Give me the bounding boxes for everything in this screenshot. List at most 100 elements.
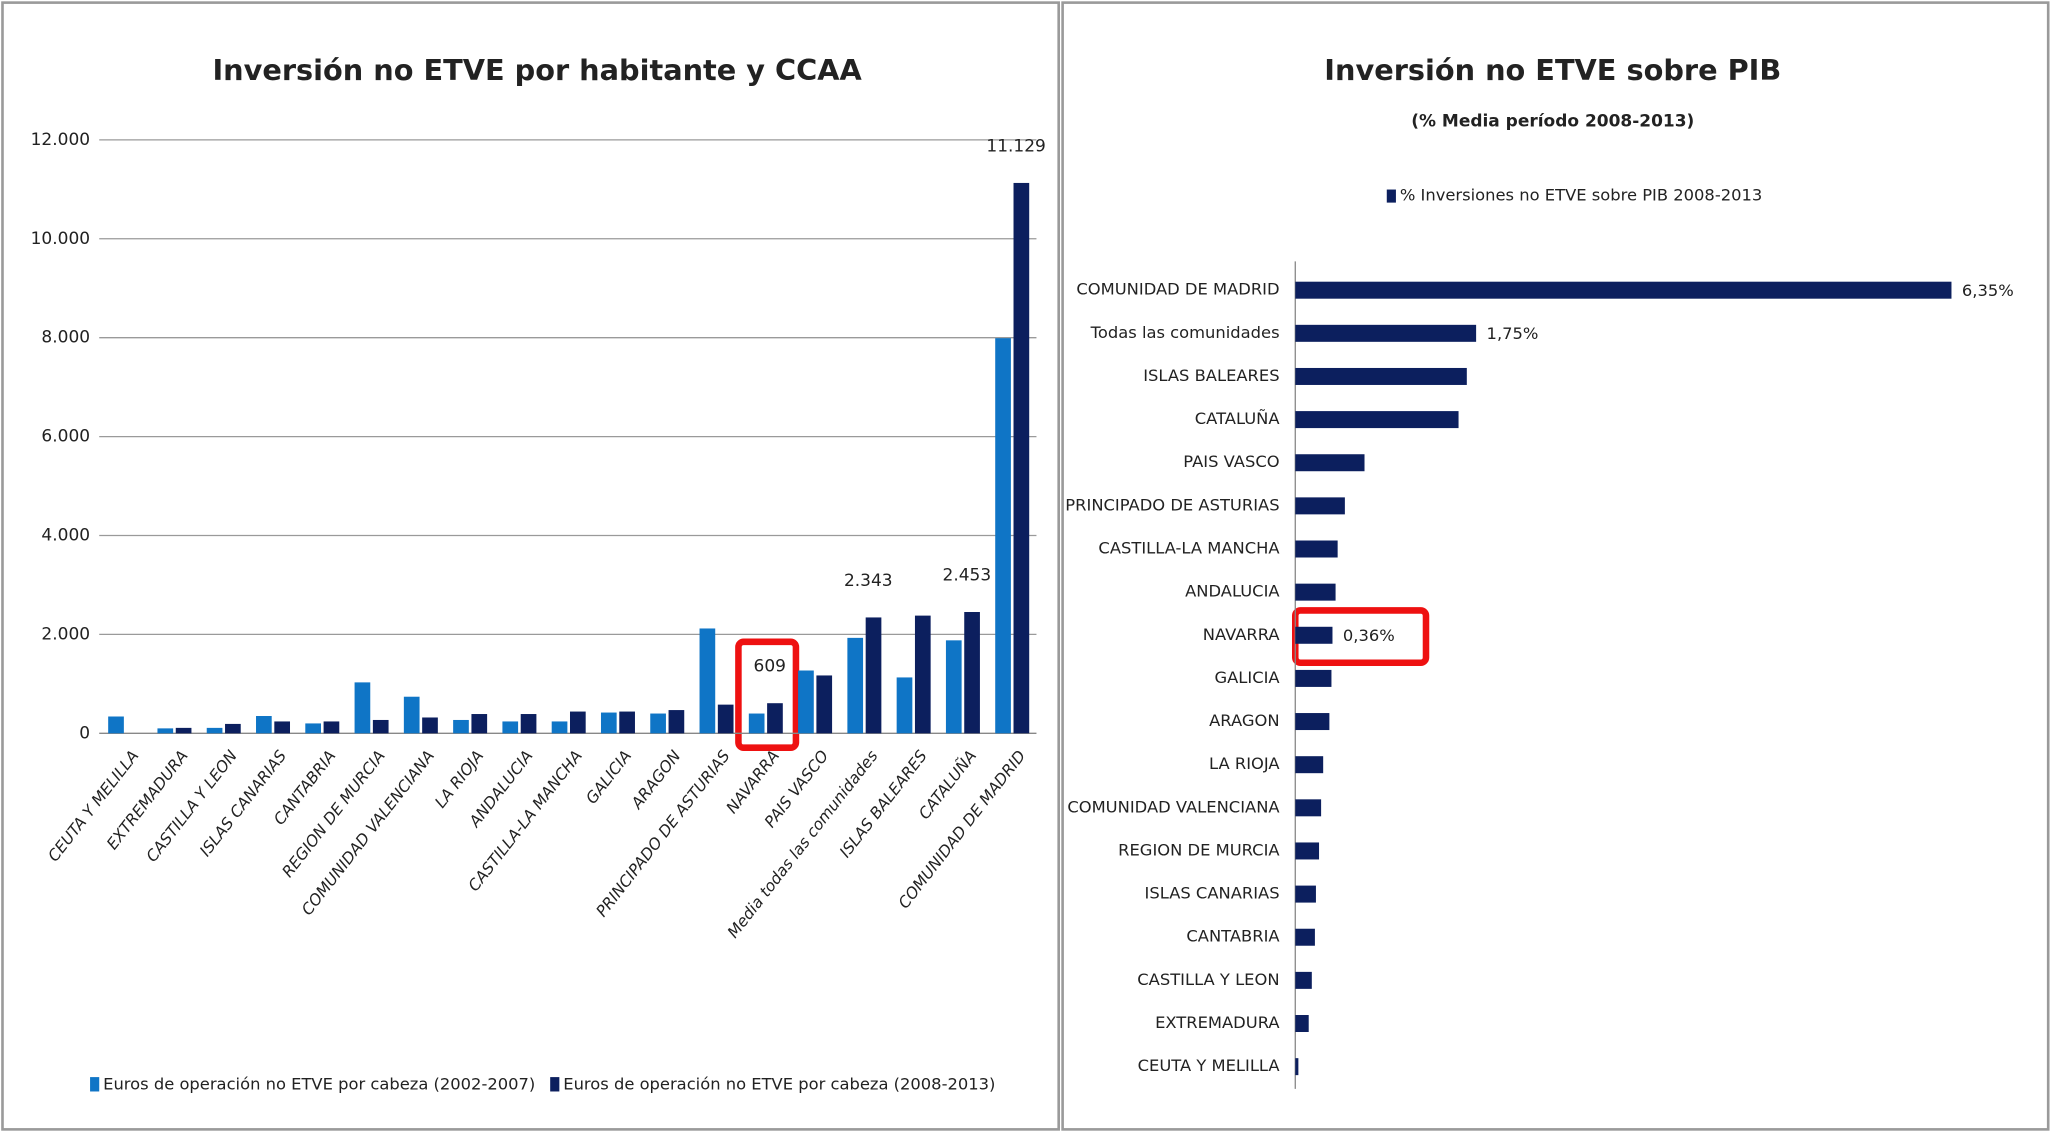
y-tick-label: LA RIOJA bbox=[1209, 754, 1280, 773]
y-tick-label: ISLAS CANARIAS bbox=[1145, 884, 1280, 903]
bar bbox=[798, 670, 814, 734]
bar bbox=[1295, 1015, 1309, 1033]
bar bbox=[323, 721, 340, 734]
bar bbox=[1295, 497, 1345, 515]
chart-title: Inversión no ETVE por habitante y CCAA bbox=[212, 53, 862, 87]
y-tick-label: GALICIA bbox=[1214, 668, 1280, 687]
y-tick-label: ANDALUCIA bbox=[1185, 582, 1280, 601]
legend-swatch bbox=[550, 1077, 560, 1092]
bar bbox=[600, 712, 617, 734]
bar bbox=[1013, 182, 1030, 734]
data-label: 609 bbox=[754, 657, 786, 677]
bar bbox=[157, 728, 174, 734]
y-tick-label: 2.000 bbox=[41, 624, 90, 644]
bar bbox=[1295, 885, 1316, 903]
bar bbox=[1295, 971, 1312, 989]
bar bbox=[551, 721, 568, 734]
data-label: 6,35% bbox=[1962, 281, 2014, 300]
y-tick-label: 4.000 bbox=[41, 525, 90, 545]
bar bbox=[619, 711, 635, 734]
left-panel bbox=[1, 1, 1060, 1131]
bar bbox=[1295, 799, 1322, 817]
bar bbox=[717, 704, 734, 734]
bar bbox=[668, 710, 685, 734]
x-tick-label: ISLAS BALEARES bbox=[835, 746, 930, 861]
bar bbox=[225, 723, 241, 734]
bar bbox=[816, 675, 833, 734]
legend-label: % Inversiones no ETVE sobre PIB 2008-201… bbox=[1400, 186, 1762, 205]
bar bbox=[1295, 669, 1332, 687]
y-tick-label: ARAGON bbox=[1209, 711, 1279, 730]
bar bbox=[964, 612, 980, 734]
bar bbox=[1295, 842, 1320, 860]
bar bbox=[422, 717, 438, 734]
bar bbox=[1295, 583, 1336, 601]
bar bbox=[1295, 454, 1365, 472]
bar bbox=[1295, 540, 1338, 558]
data-label: 2.343 bbox=[844, 571, 893, 591]
bar bbox=[175, 727, 192, 734]
x-tick-label: CEUTA Y MELILLA bbox=[44, 746, 143, 865]
bar bbox=[767, 703, 783, 734]
bar bbox=[453, 719, 469, 734]
legend-swatch bbox=[1386, 189, 1396, 203]
legend-label: Euros de operación no ETVE por cabeza (2… bbox=[103, 1074, 535, 1093]
bar bbox=[1295, 281, 1952, 299]
legend-swatch bbox=[90, 1077, 100, 1092]
bar bbox=[1295, 1058, 1299, 1076]
chart-title: Inversión no ETVE sobre PIB bbox=[1324, 53, 1781, 87]
y-tick-label: COMUNIDAD VALENCIANA bbox=[1067, 797, 1280, 816]
bar bbox=[896, 677, 913, 734]
y-tick-label: NAVARRA bbox=[1203, 625, 1281, 644]
right-panel bbox=[1061, 1, 2050, 1131]
y-tick-label: 0 bbox=[79, 723, 90, 743]
bar bbox=[108, 716, 124, 734]
x-tick-label: CASTILLA Y LEON bbox=[142, 746, 241, 865]
bar bbox=[1295, 411, 1459, 429]
y-tick-label: 8.000 bbox=[41, 328, 90, 348]
bar bbox=[1295, 626, 1333, 644]
legend-label: Euros de operación no ETVE por cabeza (2… bbox=[563, 1074, 995, 1093]
bar bbox=[569, 711, 586, 734]
bar bbox=[699, 628, 716, 734]
data-label: 11.129 bbox=[986, 136, 1045, 156]
y-tick-label: CANTABRIA bbox=[1186, 927, 1280, 946]
data-label: 0,36% bbox=[1343, 626, 1395, 645]
y-tick-label: COMUNIDAD DE MADRID bbox=[1076, 280, 1279, 299]
y-tick-label: 6.000 bbox=[41, 427, 90, 447]
bar bbox=[1295, 928, 1315, 946]
highlight-box bbox=[735, 638, 800, 751]
y-tick-label: CASTILLA Y LEON bbox=[1137, 970, 1279, 989]
bar bbox=[1295, 756, 1324, 774]
y-tick-label: CATALUÑA bbox=[1195, 409, 1281, 428]
bar bbox=[372, 719, 389, 734]
y-tick-label: REGION DE MURCIA bbox=[1118, 840, 1280, 859]
bar bbox=[1295, 324, 1477, 342]
bar bbox=[520, 714, 537, 734]
y-tick-label: EXTREMADURA bbox=[1155, 1013, 1280, 1032]
bar bbox=[865, 617, 882, 734]
y-tick-label: ISLAS BALEARES bbox=[1143, 366, 1279, 385]
data-label: 1,75% bbox=[1487, 324, 1539, 343]
bar bbox=[995, 338, 1011, 734]
x-tick-label: GALICIA bbox=[582, 746, 635, 807]
bar bbox=[354, 682, 371, 734]
bar bbox=[1295, 367, 1467, 385]
bar bbox=[748, 713, 765, 734]
y-tick-label: CASTILLA-LA MANCHA bbox=[1098, 539, 1280, 558]
x-tick-label: ISLAS CANARIAS bbox=[196, 746, 291, 860]
y-tick-label: PRINCIPADO DE ASTURIAS bbox=[1065, 495, 1279, 514]
bar bbox=[305, 723, 321, 734]
bar bbox=[945, 640, 962, 734]
bar bbox=[1295, 713, 1330, 731]
y-tick-label: PAIS VASCO bbox=[1183, 452, 1279, 471]
bar bbox=[650, 713, 666, 734]
bar bbox=[471, 714, 488, 734]
bar bbox=[847, 637, 864, 734]
y-tick-label: Todas las comunidades bbox=[1090, 323, 1280, 342]
bar bbox=[206, 727, 223, 734]
y-tick-label: 10.000 bbox=[31, 229, 90, 249]
bar bbox=[502, 721, 519, 734]
bar bbox=[403, 696, 420, 734]
